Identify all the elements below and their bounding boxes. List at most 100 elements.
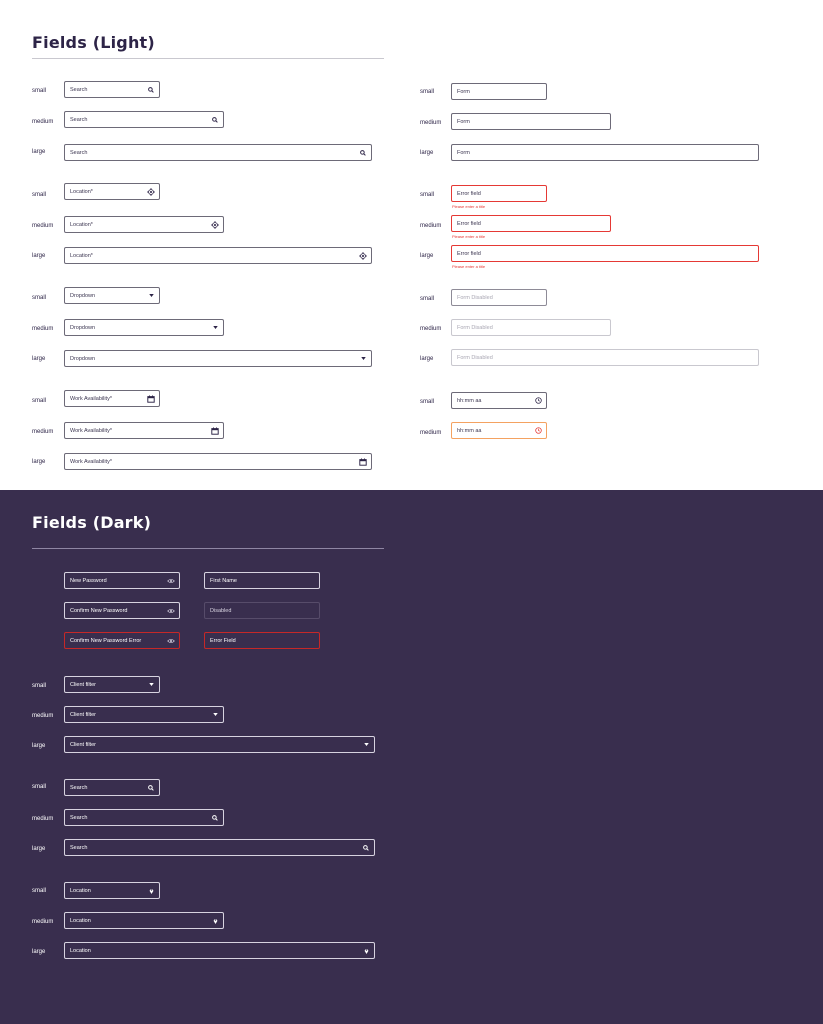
size-label-medium: medium: [32, 816, 54, 822]
time-placeholder: hh:mm aa: [457, 427, 482, 434]
time-input-small[interactable]: hh:mm aa: [451, 392, 547, 409]
caret-down-icon[interactable]: [360, 743, 372, 746]
search-input-small[interactable]: Search: [64, 81, 160, 98]
new-password-label: New Password: [70, 577, 107, 584]
error-field-label: Error Field: [210, 637, 236, 644]
confirm-password-field[interactable]: Confirm New Password: [64, 602, 180, 619]
map-pin-icon[interactable]: [145, 888, 157, 894]
location-placeholder: Location: [70, 947, 91, 954]
eye-icon[interactable]: [165, 608, 177, 614]
new-password-field[interactable]: New Password: [64, 572, 180, 589]
eye-icon[interactable]: [165, 638, 177, 644]
time-input-medium[interactable]: hh:mm aa: [451, 422, 547, 439]
size-label-medium: medium: [32, 326, 54, 332]
crosshair-icon[interactable]: [145, 187, 157, 196]
work-availability-large[interactable]: Work Availability*: [64, 453, 372, 470]
search-placeholder: Search: [70, 116, 88, 123]
dark-location-input-medium[interactable]: Location: [64, 912, 224, 929]
size-label-small: small: [420, 89, 435, 95]
size-label-small: small: [32, 683, 47, 689]
calendar-icon[interactable]: [357, 457, 369, 466]
caret-down-icon[interactable]: [357, 357, 369, 360]
light-section: Fields (Light) small Search medium Searc…: [0, 0, 823, 490]
dropdown-placeholder: Dropdown: [70, 292, 96, 299]
location-placeholder: Location: [70, 917, 91, 924]
confirm-password-error-field[interactable]: Confirm New Password Error: [64, 632, 180, 649]
caret-down-icon[interactable]: [145, 683, 157, 686]
dropdown-placeholder: Dropdown: [70, 355, 96, 362]
search-icon[interactable]: [145, 86, 157, 93]
calendar-icon[interactable]: [145, 394, 157, 403]
form-input-small[interactable]: Form: [451, 83, 547, 100]
form-placeholder: Form: [457, 118, 470, 125]
size-label-large: large: [32, 743, 46, 749]
size-label-small: small: [32, 888, 47, 894]
size-label-large: large: [32, 253, 46, 259]
size-label-small: small: [420, 296, 435, 302]
size-label-medium: medium: [420, 326, 442, 332]
size-label-medium: medium: [32, 919, 54, 925]
search-icon[interactable]: [357, 149, 369, 156]
location-input-medium[interactable]: Location*: [64, 216, 224, 233]
size-label-large: large: [420, 150, 434, 156]
form-input-medium[interactable]: Form: [451, 113, 611, 130]
dark-search-input-small[interactable]: Search: [64, 779, 160, 796]
caret-down-icon[interactable]: [209, 713, 221, 716]
crosshair-icon[interactable]: [209, 220, 221, 229]
size-label-small: small: [32, 88, 47, 94]
client-filter-large[interactable]: Client filter: [64, 736, 375, 753]
form-input-large[interactable]: Form: [451, 144, 759, 161]
dropdown-large[interactable]: Dropdown: [64, 350, 372, 367]
dark-location-input-small[interactable]: Location: [64, 882, 160, 899]
search-icon[interactable]: [209, 814, 221, 821]
dark-location-input-large[interactable]: Location: [64, 942, 375, 959]
error-field-large[interactable]: Error field: [451, 245, 759, 262]
size-label-small: small: [32, 192, 47, 198]
disabled-label: Disabled: [210, 607, 232, 614]
search-icon[interactable]: [209, 116, 221, 123]
first-name-label: First Name: [210, 577, 237, 584]
client-filter-small[interactable]: Client filter: [64, 676, 160, 693]
crosshair-icon[interactable]: [357, 251, 369, 260]
calendar-icon[interactable]: [209, 426, 221, 435]
light-title-divider: [32, 58, 384, 59]
dropdown-small[interactable]: Dropdown: [64, 287, 160, 304]
size-label-small: small: [32, 784, 47, 790]
dropdown-medium[interactable]: Dropdown: [64, 319, 224, 336]
client-filter-medium[interactable]: Client filter: [64, 706, 224, 723]
map-pin-icon[interactable]: [209, 918, 221, 924]
dark-search-input-large[interactable]: Search: [64, 839, 375, 856]
location-placeholder: Location: [70, 887, 91, 894]
location-input-small[interactable]: Location*: [64, 183, 160, 200]
first-name-field[interactable]: First Name: [204, 572, 320, 589]
error-field-medium[interactable]: Error field: [451, 215, 611, 232]
confirm-password-error-label: Confirm New Password Error: [70, 637, 142, 644]
search-icon[interactable]: [360, 844, 372, 851]
size-label-medium: medium: [420, 120, 442, 126]
form-disabled-placeholder: Form Disabled: [457, 294, 493, 301]
work-availability-small[interactable]: Work Availability*: [64, 390, 160, 407]
clock-icon[interactable]: [532, 397, 544, 404]
clock-icon[interactable]: [532, 427, 544, 434]
search-placeholder: Search: [70, 86, 88, 93]
location-input-large[interactable]: Location*: [64, 247, 372, 264]
search-input-large[interactable]: Search: [64, 144, 372, 161]
form-disabled-placeholder: Form Disabled: [457, 354, 493, 361]
error-field-value: Error field: [457, 250, 481, 257]
search-icon[interactable]: [145, 784, 157, 791]
size-label-medium: medium: [32, 119, 54, 125]
size-label-large: large: [32, 949, 46, 955]
caret-down-icon[interactable]: [209, 326, 221, 329]
form-placeholder: Form: [457, 88, 470, 95]
eye-icon[interactable]: [165, 578, 177, 584]
dark-search-input-medium[interactable]: Search: [64, 809, 224, 826]
form-disabled-small: Form Disabled: [451, 289, 547, 306]
error-message: Please enter a title: [452, 234, 486, 239]
map-pin-icon[interactable]: [360, 948, 372, 954]
error-field-small[interactable]: Error field: [451, 185, 547, 202]
work-availability-medium[interactable]: Work Availability*: [64, 422, 224, 439]
error-field[interactable]: Error Field: [204, 632, 320, 649]
caret-down-icon[interactable]: [145, 294, 157, 297]
search-input-medium[interactable]: Search: [64, 111, 224, 128]
form-disabled-medium: Form Disabled: [451, 319, 611, 336]
